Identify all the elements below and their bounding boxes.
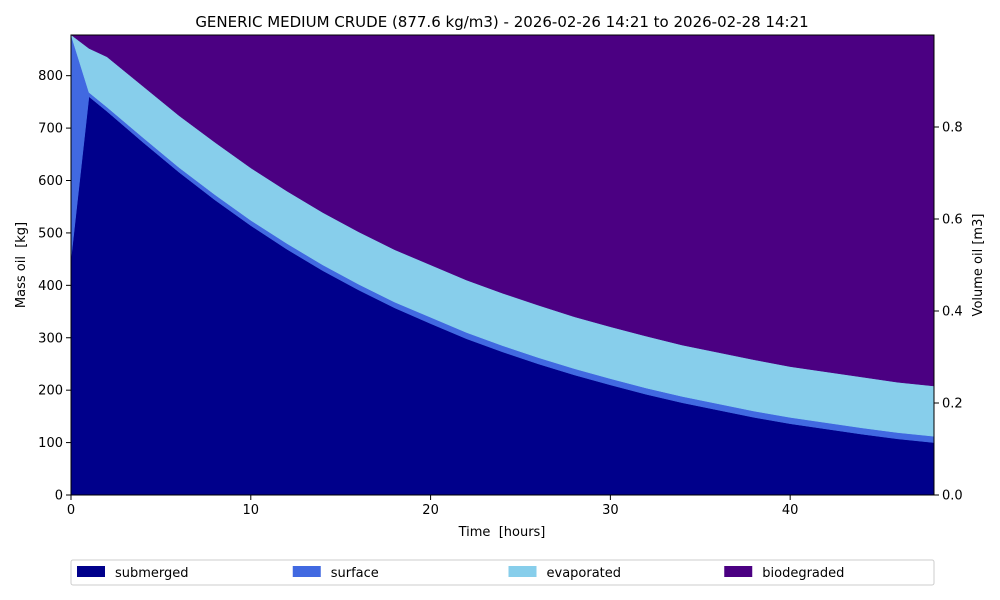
- y-tick-label: 100: [38, 436, 63, 451]
- x-axis: 0 10 20 30 40: [67, 495, 799, 518]
- x-tick-label: 20: [422, 503, 439, 518]
- x-tick-label: 10: [243, 503, 260, 518]
- legend-swatch-biodegraded: [724, 566, 753, 577]
- legend: submerged surface evaporated biodegraded: [70, 559, 935, 586]
- y2-axis-label: Volume oil [m3]: [971, 214, 986, 317]
- y2-tick-label: 0.0: [942, 489, 963, 504]
- legend-swatch-submerged: [77, 566, 105, 577]
- legend-label-biodegraded: biodegraded: [762, 566, 844, 581]
- legend-label-submerged: submerged: [115, 566, 189, 581]
- chart-title: GENERIC MEDIUM CRUDE (877.6 kg/m3) - 202…: [195, 13, 808, 31]
- plot-frame: [70, 34, 935, 496]
- legend-swatch-evaporated: [508, 566, 537, 577]
- y-axis-label: Mass oil [kg]: [14, 222, 29, 308]
- y2-tick-label: 0.2: [942, 397, 963, 412]
- legend-swatch-surface: [292, 566, 321, 577]
- x-tick-label: 0: [67, 503, 75, 518]
- y-tick-label: 0: [55, 489, 63, 504]
- area-layers: [70, 34, 935, 496]
- y-axis-left: 0 100 200 300 400 500 600 700 800: [38, 69, 71, 504]
- x-axis-label: Time [hours]: [458, 525, 546, 540]
- y-tick-label: 400: [38, 279, 63, 294]
- y-tick-label: 200: [38, 384, 63, 399]
- legend-label-surface: surface: [331, 566, 379, 581]
- y-tick-label: 800: [38, 69, 63, 84]
- y-axis-right: 0.0 0.2 0.4 0.6 0.8: [934, 121, 963, 504]
- y2-tick-label: 0.4: [942, 305, 963, 320]
- legend-frame: [70, 559, 935, 586]
- y2-tick-label: 0.8: [942, 121, 963, 136]
- legend-label-evaporated: evaporated: [547, 566, 622, 581]
- y-tick-label: 300: [38, 331, 63, 346]
- y2-tick-label: 0.6: [942, 213, 963, 228]
- x-tick-label: 40: [782, 503, 799, 518]
- y-tick-label: 600: [38, 174, 63, 189]
- x-tick-label: 30: [602, 503, 619, 518]
- y-tick-label: 500: [38, 226, 63, 241]
- y-tick-label: 700: [38, 122, 63, 137]
